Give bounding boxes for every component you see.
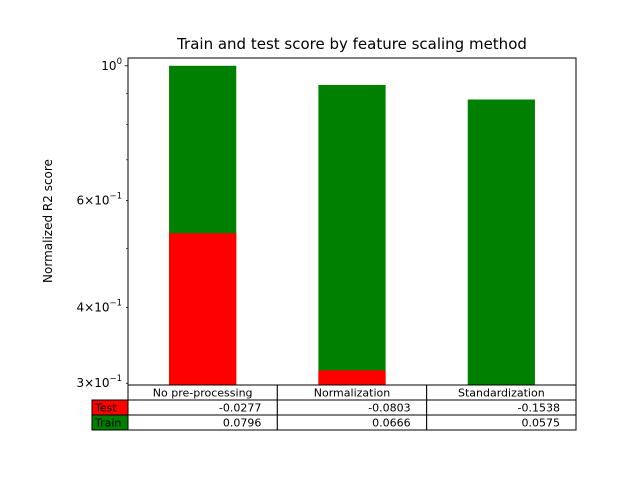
table-row-label-test: Test — [94, 402, 117, 415]
table-col-label-2: Normalization — [314, 387, 390, 400]
table-row-label-train: Train — [94, 417, 121, 430]
table-cell-value-test-3: -0.1538 — [518, 402, 560, 415]
table-cell-value-train-2: 0.0666 — [372, 417, 411, 430]
y-tick-exponent: 0 — [117, 57, 122, 67]
chart-title: Train and test score by feature scaling … — [176, 35, 527, 53]
y-tick-exponent: −1 — [109, 374, 122, 384]
table-cell-value-train-3: 0.0575 — [522, 417, 561, 430]
y-tick-label-2: 6×10−1 — [76, 191, 122, 207]
y-tick-mantissa: 4× — [76, 300, 94, 314]
y-tick-exponent: −1 — [109, 298, 122, 308]
y-tick-label-1: 100 — [101, 57, 122, 73]
bar-train-3 — [467, 99, 535, 385]
table-col-label-1: No pre-processing — [153, 387, 253, 400]
table-cell-value-test-1: -0.0277 — [219, 402, 261, 415]
table-col-label-3: Standardization — [458, 387, 545, 400]
y-tick-base: 10 — [94, 300, 109, 314]
data-table: No pre-processing Normalization Standardiz… — [91, 384, 577, 431]
y-tick-label-3: 4×10−1 — [76, 298, 122, 314]
table-cell-value-test-2: -0.0803 — [368, 402, 410, 415]
y-axis-label: Normalized R2 score — [41, 159, 55, 283]
bar-test-1 — [169, 233, 237, 385]
y-tick-label-4: 3×10−1 — [76, 374, 122, 390]
bar-train-2 — [318, 84, 386, 386]
bars-layer — [169, 65, 535, 386]
y-tick-mantissa: 6× — [76, 193, 94, 207]
y-tick-base: 10 — [94, 193, 109, 207]
table-cell-value-train-1: 0.0796 — [223, 417, 262, 430]
y-tick-base: 10 — [94, 376, 109, 390]
table-cell — [426, 414, 577, 431]
y-tick-exponent: −1 — [109, 191, 122, 201]
y-tick-mantissa: 3× — [76, 376, 94, 390]
bar-test-2 — [318, 370, 386, 385]
y-tick-base: 10 — [101, 59, 116, 73]
